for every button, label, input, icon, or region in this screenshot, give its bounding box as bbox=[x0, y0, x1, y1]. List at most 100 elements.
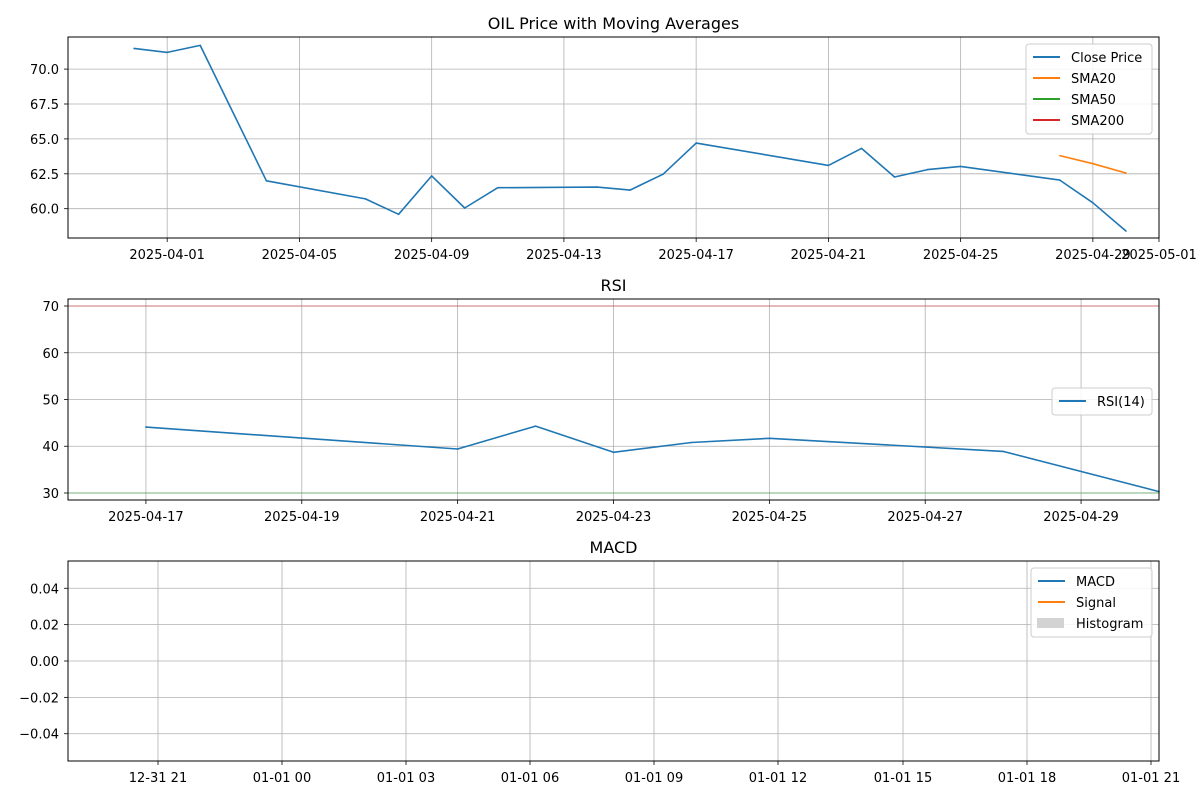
data-point bbox=[199, 44, 202, 47]
legend-label: SMA20 bbox=[1071, 72, 1116, 87]
data-point bbox=[364, 198, 367, 200]
x-tick-label: 2025-04-13 bbox=[526, 248, 602, 263]
data-point bbox=[893, 176, 896, 178]
data-point bbox=[690, 441, 693, 444]
x-tick-label: 2025-04-29 bbox=[1055, 248, 1131, 263]
series-close-price bbox=[133, 44, 1127, 232]
series-rsi-14- bbox=[145, 425, 1160, 493]
x-tick-label: 01-01 18 bbox=[998, 771, 1056, 786]
x-tick-label: 2025-04-05 bbox=[262, 248, 338, 263]
data-point bbox=[397, 213, 400, 216]
x-tick-label: 2025-04-19 bbox=[264, 510, 340, 525]
data-point bbox=[860, 147, 863, 150]
y-tick-label: 40 bbox=[42, 440, 59, 455]
chart-panel-3: MACD 12-31 21 01-01 00 01-01 03 01-01 06 01-0… bbox=[19, 538, 1180, 786]
x-tick-label: 01-01 12 bbox=[749, 771, 807, 786]
data-point bbox=[1092, 162, 1094, 165]
series-line bbox=[145, 425, 1160, 493]
y-tick-label: 70.0 bbox=[30, 63, 59, 78]
x-tick-label: 2025-04-01 bbox=[129, 248, 205, 263]
chart-panel-2: RSI 2025-04-17 2025-04-19 2025-04-21 2025-04… bbox=[42, 276, 1160, 525]
x-tick-label: 2025-04-21 bbox=[420, 510, 496, 525]
data-point bbox=[662, 173, 664, 176]
x-tick-label: 2025-04-25 bbox=[732, 510, 808, 525]
legend-label: SMA200 bbox=[1071, 114, 1124, 129]
chart-title: OIL Price with Moving Averages bbox=[488, 14, 739, 33]
y-tick-label: 0.04 bbox=[30, 582, 59, 597]
x-tick-label: 12-31 21 bbox=[129, 771, 187, 786]
x-tick-label: 2025-04-09 bbox=[394, 248, 470, 263]
y-tick-label: 0.00 bbox=[30, 655, 59, 670]
data-point bbox=[596, 186, 598, 188]
axes-frame bbox=[67, 560, 1160, 762]
x-tick-label: 2025-04-21 bbox=[791, 248, 867, 263]
y-tick-label: 30 bbox=[42, 487, 59, 502]
legend-label: Close Price bbox=[1071, 51, 1142, 66]
data-point bbox=[496, 186, 499, 189]
chart-title: MACD bbox=[590, 538, 638, 557]
series-sma20 bbox=[1059, 154, 1127, 174]
legend: RSI(14) bbox=[1051, 387, 1153, 416]
x-tick-label: 01-01 09 bbox=[625, 771, 683, 786]
y-tick-label: −0.02 bbox=[19, 691, 59, 706]
chart-title: RSI bbox=[601, 276, 627, 295]
y-tick-label: 62.5 bbox=[30, 168, 59, 183]
legend-label: SMA50 bbox=[1071, 93, 1116, 108]
legend: MACD Signal Histogram bbox=[1030, 567, 1153, 638]
legend: Close Price SMA20 SMA50 SMA200 bbox=[1025, 43, 1153, 135]
data-point bbox=[166, 51, 168, 54]
data-point bbox=[1125, 230, 1127, 232]
axes-frame bbox=[67, 298, 1160, 501]
y-tick-label: 70 bbox=[42, 300, 59, 315]
data-point bbox=[1059, 179, 1061, 181]
x-tick-label: 2025-04-17 bbox=[658, 248, 734, 263]
data-point bbox=[1059, 154, 1061, 157]
x-tick-label: 01-01 00 bbox=[253, 771, 311, 786]
y-tick-label: 50 bbox=[42, 394, 59, 409]
data-point bbox=[827, 164, 830, 167]
data-point bbox=[926, 168, 929, 171]
legend-box bbox=[1051, 387, 1153, 416]
data-point bbox=[456, 448, 459, 450]
x-tick-label: 2025-04-17 bbox=[108, 510, 184, 525]
y-tick-label: 67.5 bbox=[30, 98, 59, 113]
data-point bbox=[1125, 172, 1127, 174]
legend-label: MACD bbox=[1076, 575, 1115, 590]
legend-label: RSI(14) bbox=[1097, 395, 1145, 410]
legend-label: Signal bbox=[1076, 596, 1116, 611]
data-point bbox=[463, 207, 466, 209]
legend-swatch bbox=[1037, 618, 1064, 628]
data-point bbox=[534, 425, 537, 427]
data-point bbox=[612, 451, 615, 454]
axes-frame bbox=[67, 36, 1160, 239]
x-tick-label: 2025-05-01 bbox=[1121, 248, 1197, 263]
y-tick-label: 60.0 bbox=[30, 203, 59, 218]
series-line bbox=[134, 44, 1127, 232]
y-tick-label: 65.0 bbox=[30, 133, 59, 148]
data-point bbox=[695, 142, 697, 144]
x-tick-label: 2025-04-23 bbox=[576, 510, 652, 525]
data-point bbox=[1002, 450, 1004, 453]
legend-label: Histogram bbox=[1076, 617, 1143, 632]
legend-box bbox=[1025, 43, 1153, 135]
x-tick-label: 2025-04-27 bbox=[887, 510, 963, 525]
x-tick-label: 2025-04-25 bbox=[923, 248, 999, 263]
data-point bbox=[265, 179, 268, 182]
chart-panel-1: OIL Price with Moving Averages 2025-04-01… bbox=[30, 14, 1197, 263]
y-tick-label: 0.02 bbox=[30, 619, 59, 634]
x-tick-label: 01-01 21 bbox=[1122, 771, 1180, 786]
data-point bbox=[133, 47, 135, 50]
data-point bbox=[430, 175, 433, 177]
data-point bbox=[959, 165, 962, 168]
x-tick-label: 01-01 06 bbox=[501, 771, 559, 786]
data-point bbox=[145, 426, 147, 428]
data-point bbox=[629, 189, 631, 191]
x-tick-label: 01-01 03 bbox=[377, 771, 435, 786]
y-tick-label: 60 bbox=[42, 347, 59, 362]
y-tick-label: −0.04 bbox=[19, 728, 59, 743]
x-tick-label: 01-01 15 bbox=[874, 771, 932, 786]
x-tick-label: 2025-04-29 bbox=[1043, 510, 1119, 525]
data-point bbox=[1092, 202, 1094, 204]
data-point bbox=[768, 437, 771, 440]
